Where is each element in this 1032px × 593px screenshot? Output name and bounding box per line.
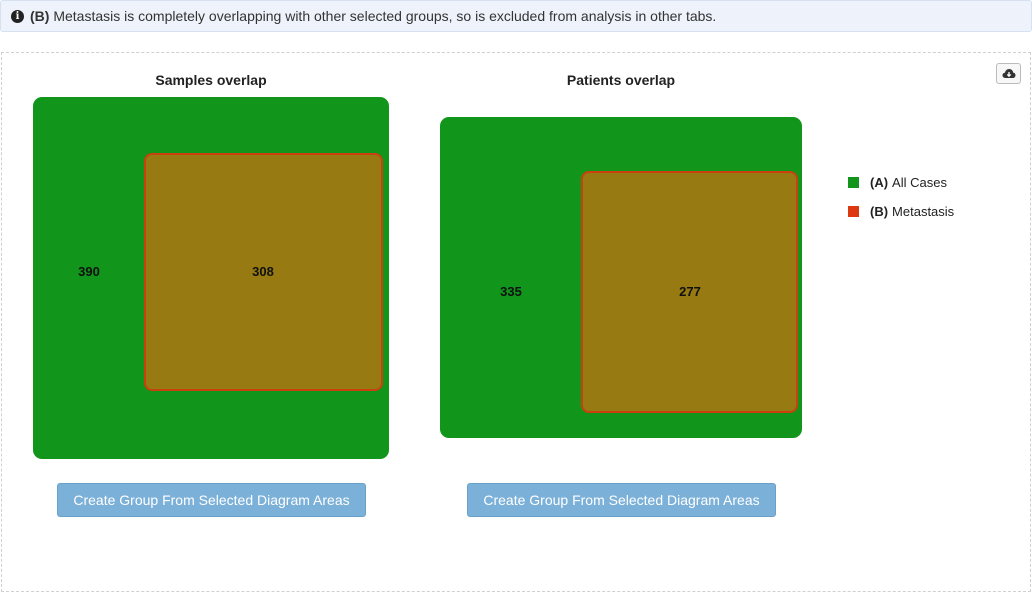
info-message: Metastasis is completely overlapping wit… [53,8,717,24]
samples-create-group-button[interactable]: Create Group From Selected Diagram Areas [57,483,366,517]
legend-key: (B) [870,204,889,219]
legend: (A) All Cases (B) Metastasis [848,168,954,226]
legend-item-all-cases[interactable]: (A) All Cases [848,168,954,197]
download-button[interactable] [996,63,1021,84]
legend-item-metastasis[interactable]: (B) Metastasis [848,197,954,226]
patients-create-group-button[interactable]: Create Group From Selected Diagram Areas [467,483,776,517]
legend-key: (A) [870,175,889,190]
info-alert: i (B) Metastasis is completely overlappi… [0,0,1032,32]
legend-swatch-icon [848,206,859,217]
venn-panel [1,52,1031,592]
legend-label: Metastasis [892,204,955,219]
samples-a-only-count: 390 [78,264,100,279]
info-group-key: (B) [30,8,50,24]
samples-overlap-area[interactable] [144,153,383,391]
cloud-download-icon [1002,69,1015,78]
legend-label: All Cases [892,175,947,190]
samples-overlap-title: Samples overlap [155,72,267,88]
legend-swatch-icon [848,177,859,188]
samples-overlap-count: 308 [252,264,274,279]
patients-overlap-count: 277 [679,284,701,299]
patients-overlap-title: Patients overlap [566,72,676,88]
patients-overlap-area[interactable] [581,171,798,413]
info-circle-icon: i [11,9,24,23]
patients-a-only-count: 335 [500,284,522,299]
